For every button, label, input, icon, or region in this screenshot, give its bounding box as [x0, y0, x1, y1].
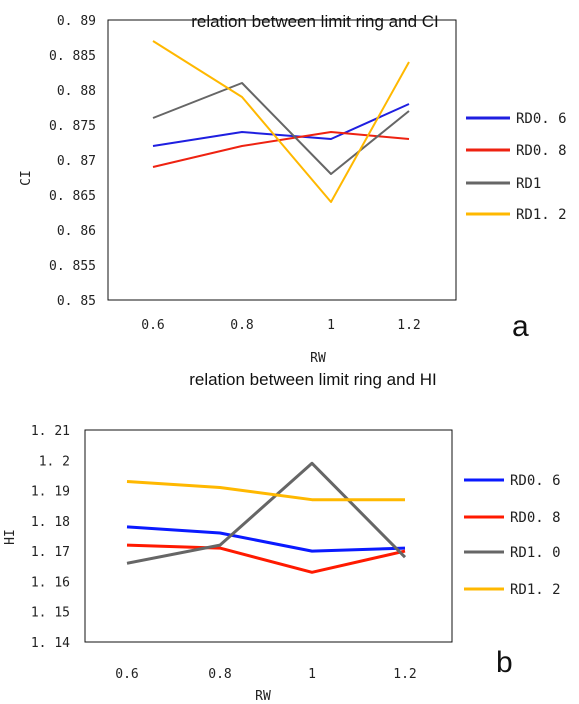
panel-label: b	[496, 646, 513, 679]
series-lines	[152, 40, 410, 203]
x-tick-label: 0.8	[230, 318, 253, 333]
y-axis-label: HI	[3, 529, 18, 545]
plot-frame	[107, 19, 457, 301]
series-lines	[126, 461, 407, 574]
chart-title: relation between limit ring and CI	[191, 12, 439, 31]
x-axis-ticks: 0.6 0.8 1 1.2	[141, 318, 420, 333]
y-tick-label: 0. 88	[57, 84, 96, 99]
y-tick-label: 0. 87	[57, 154, 96, 169]
y-tick-label: 1. 16	[31, 575, 70, 590]
y-axis-ticks: 0. 85 0. 855 0. 86 0. 865 0. 87 0. 875 0. 88 0.…	[49, 14, 96, 309]
y-axis-label: CI	[19, 170, 34, 186]
legend-label: RD0. 8	[510, 510, 561, 526]
legend-label: RD1. 2	[516, 207, 567, 223]
legend-label: RD1. 2	[510, 582, 561, 598]
x-axis-label: RW	[255, 689, 271, 704]
legend-label: RD1. 0	[510, 545, 561, 561]
x-tick-label: 0.6	[141, 318, 164, 333]
y-tick-label: 0. 875	[49, 119, 96, 134]
x-tick-label: 0.6	[115, 667, 138, 682]
y-tick-label: 1. 17	[31, 545, 70, 560]
x-tick-label: 1.2	[397, 318, 420, 333]
x-tick-label: 0.8	[208, 667, 231, 682]
series-line	[152, 103, 410, 147]
chart-title: relation between limit ring and HI	[189, 370, 437, 389]
series-line	[126, 543, 406, 574]
chart-hi: relation between limit ring and HI 1. 14…	[3, 370, 561, 704]
series-line	[126, 480, 405, 502]
x-tick-label: 1.2	[393, 667, 416, 682]
legend: RD0. 6 RD0. 8 RD1 RD1. 2	[466, 111, 567, 223]
series-line	[152, 131, 410, 168]
panel-label: a	[512, 310, 529, 343]
legend-label: RD1	[516, 176, 541, 192]
x-axis-label: RW	[310, 351, 326, 366]
y-tick-label: 0. 865	[49, 189, 96, 204]
y-tick-label: 1. 18	[31, 515, 70, 530]
y-tick-label: 1. 15	[31, 606, 70, 621]
y-tick-label: 0. 885	[49, 49, 96, 64]
plot-frame	[84, 429, 453, 643]
x-axis-ticks: 0.6 0.8 1 1.2	[115, 667, 416, 682]
y-tick-label: 1. 21	[31, 424, 70, 439]
legend-label: RD0. 8	[516, 143, 567, 159]
legend-label: RD0. 6	[516, 111, 567, 127]
y-tick-label: 0. 86	[57, 224, 96, 239]
y-tick-label: 1. 2	[39, 454, 70, 469]
series-line	[152, 40, 410, 203]
y-tick-label: 1. 14	[31, 636, 70, 651]
y-tick-label: 0. 855	[49, 259, 96, 274]
y-tick-label: 0. 85	[57, 294, 96, 309]
legend-label: RD0. 6	[510, 473, 561, 489]
x-tick-label: 1	[327, 318, 335, 333]
series-line	[152, 82, 410, 175]
y-tick-label: 1. 19	[31, 485, 70, 500]
legend: RD0. 6 RD0. 8 RD1. 0 RD1. 2	[464, 473, 561, 598]
series-line	[126, 525, 406, 553]
x-tick-label: 1	[308, 667, 316, 682]
series-line	[126, 461, 407, 565]
y-axis-ticks: 1. 14 1. 15 1. 16 1. 17 1. 18 1. 19 1. 2 1. 21	[31, 424, 70, 651]
y-tick-label: 0. 89	[57, 14, 96, 29]
chart-ci: relation between limit ring and CI 0. 85…	[19, 12, 567, 366]
